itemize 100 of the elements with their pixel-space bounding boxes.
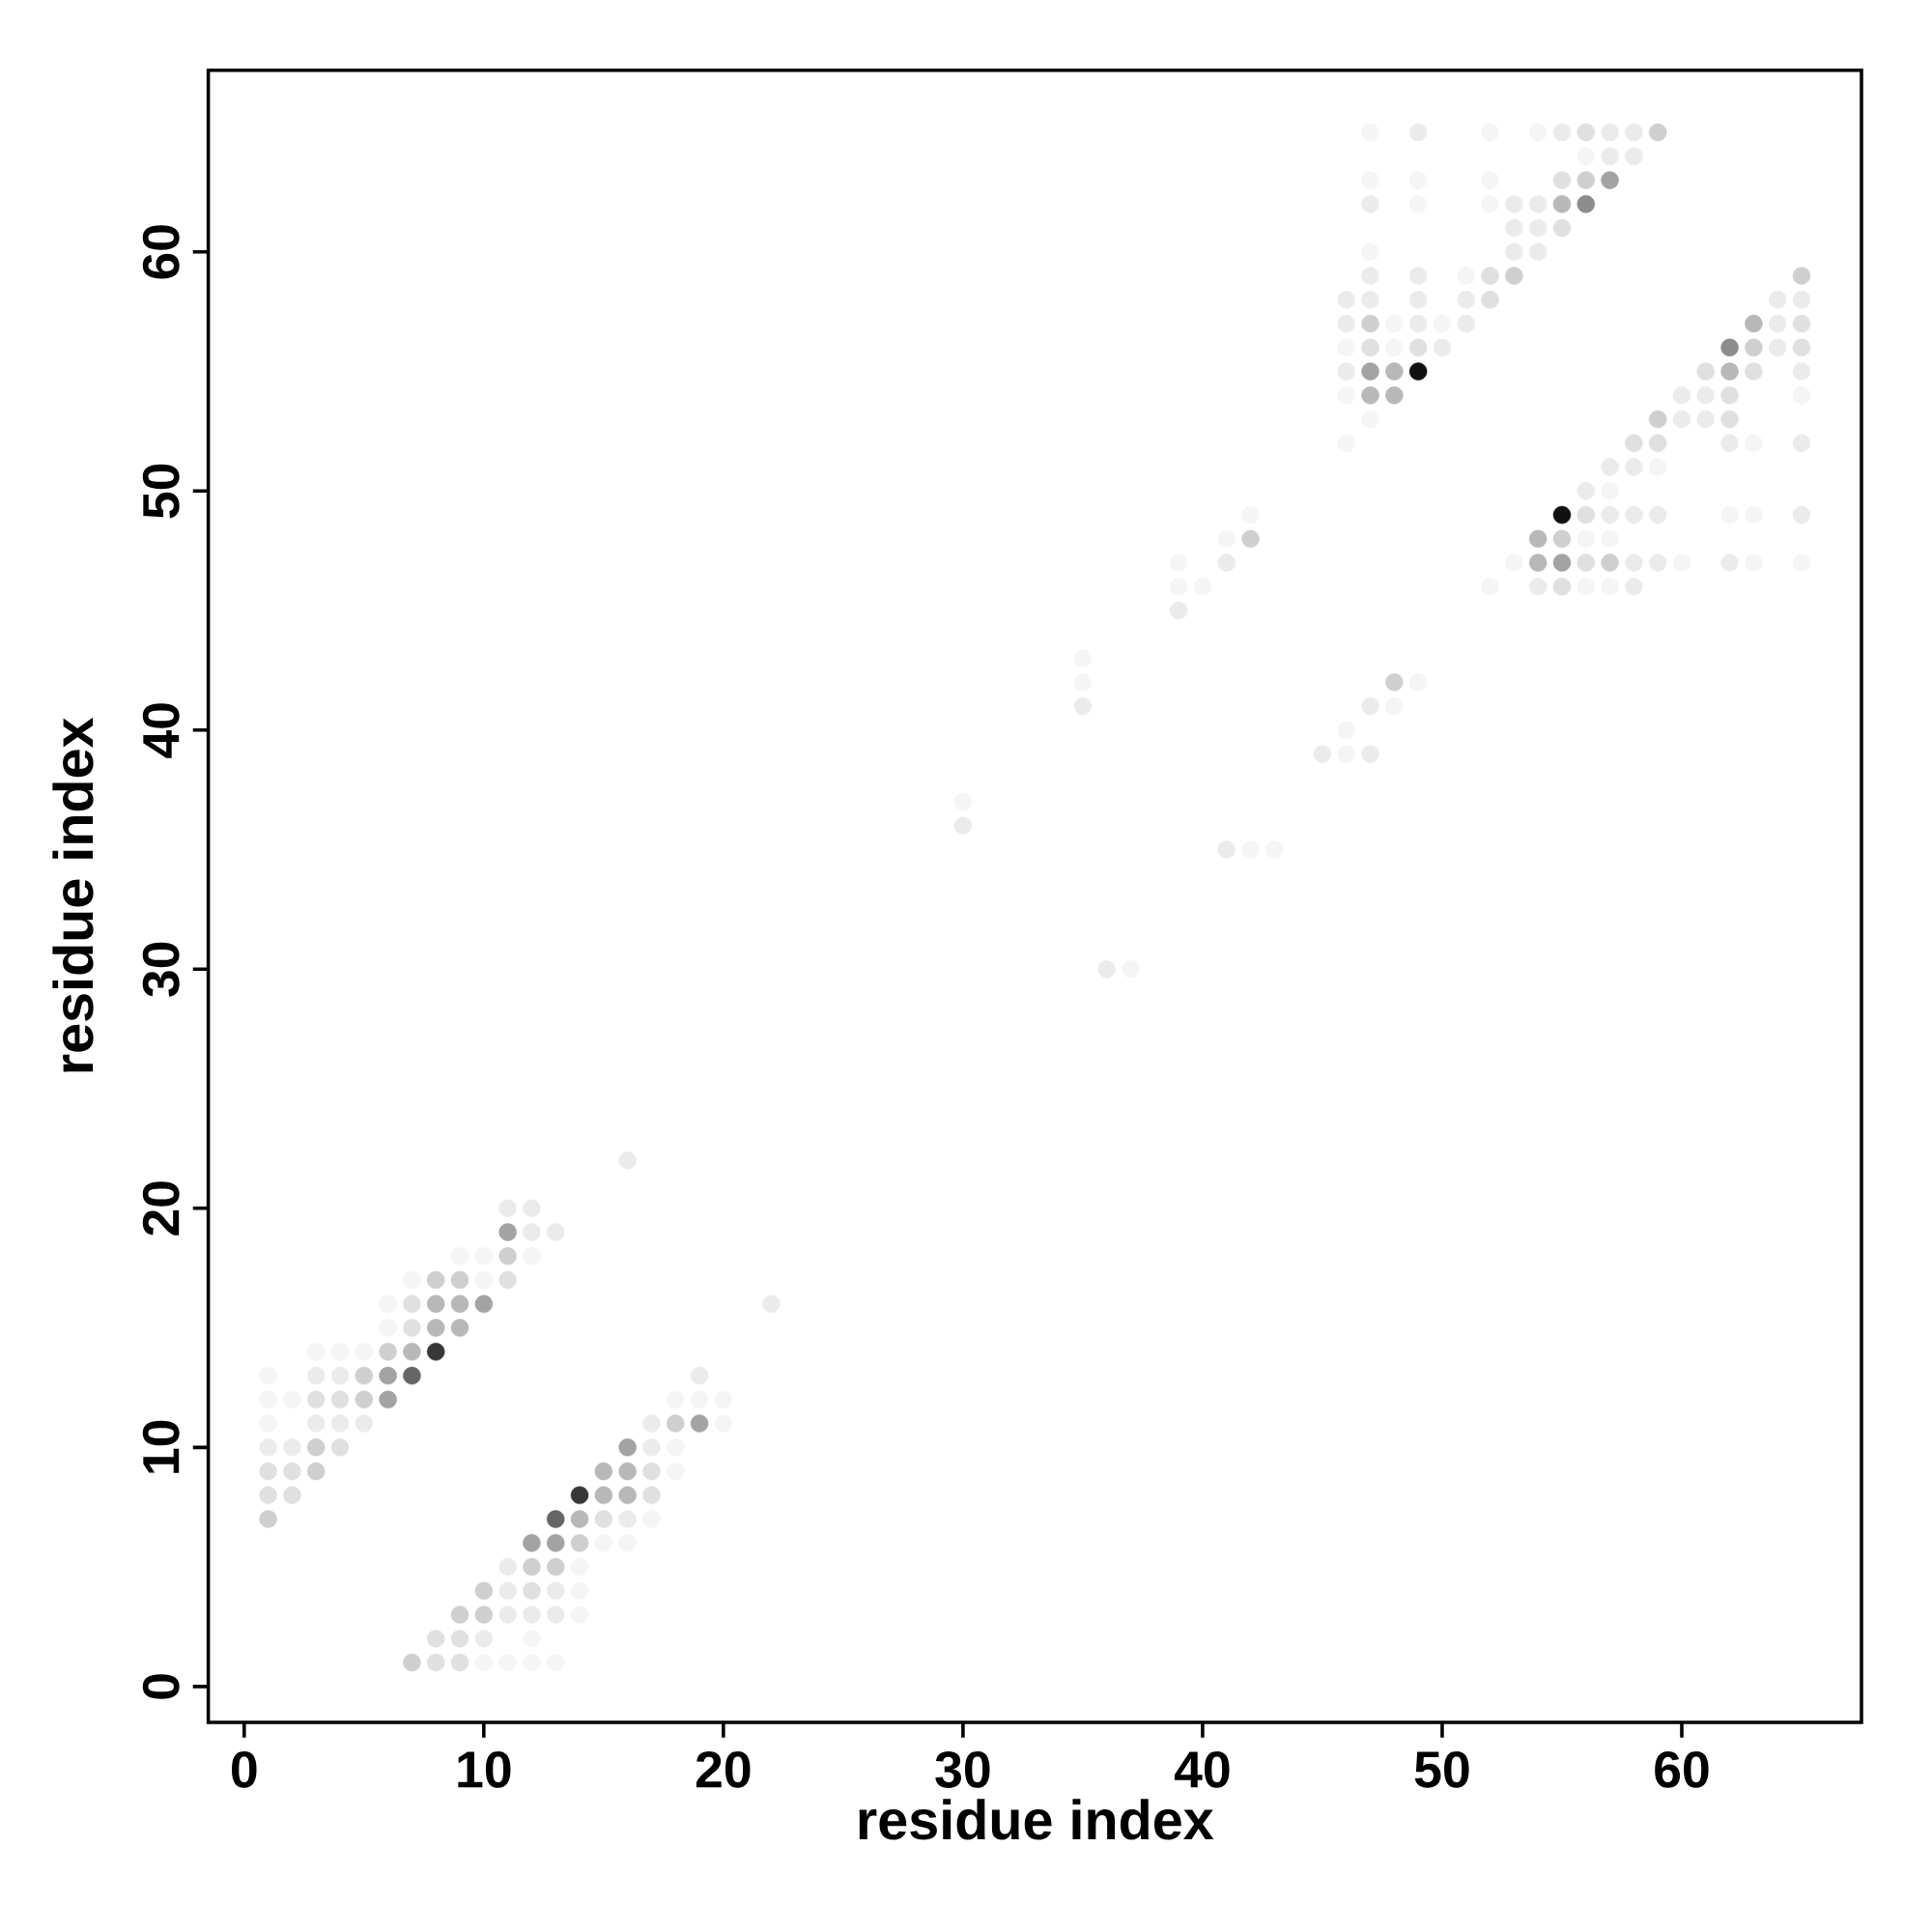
point: [594, 1462, 613, 1481]
point: [355, 1390, 374, 1409]
x-tick-label: 30: [935, 1750, 990, 1788]
point: [547, 1510, 565, 1528]
point: [450, 1605, 469, 1624]
point: [450, 1270, 469, 1290]
point: [283, 1486, 301, 1505]
point: [474, 1605, 494, 1624]
point: [1552, 529, 1572, 549]
point: [498, 1223, 517, 1241]
point: [618, 1462, 637, 1481]
point: [330, 1390, 350, 1409]
point: [379, 1366, 397, 1385]
point: [426, 1343, 445, 1361]
point: [450, 1630, 469, 1648]
point: [403, 1653, 421, 1672]
point: [259, 1462, 277, 1481]
point: [618, 1438, 637, 1457]
point: [1745, 362, 1763, 381]
point: [474, 1581, 494, 1601]
point: [570, 1486, 589, 1505]
point: [1601, 171, 1619, 189]
point: [1552, 578, 1572, 596]
point: [1648, 410, 1667, 429]
point: [618, 1486, 637, 1505]
point: [1408, 338, 1428, 357]
point: [450, 1294, 469, 1314]
point: [403, 1294, 421, 1314]
point: [1481, 291, 1499, 309]
x-tick-label: 40: [1174, 1750, 1230, 1788]
point: [1648, 123, 1667, 142]
point: [1241, 529, 1260, 549]
point: [1792, 314, 1811, 333]
point: [450, 1319, 469, 1337]
x-tick-label: 10: [458, 1750, 511, 1788]
point: [1505, 267, 1523, 285]
point: [1552, 171, 1572, 189]
point: [403, 1319, 421, 1337]
point: [1792, 338, 1811, 357]
point: [379, 1343, 397, 1361]
y-tick-label: 30: [142, 942, 180, 997]
point: [1601, 554, 1619, 572]
point: [1577, 505, 1596, 525]
point: [1552, 554, 1572, 572]
x-tick-label: 0: [232, 1750, 257, 1788]
point: [667, 1414, 685, 1433]
point: [1361, 386, 1379, 405]
x-axis-title: residue index: [859, 1799, 1214, 1840]
point: [1385, 673, 1404, 692]
y-axis-title: residue index: [52, 717, 94, 1072]
point: [1577, 171, 1596, 189]
point: [1385, 386, 1404, 405]
point: [1577, 123, 1596, 142]
y-tick-label: 0: [142, 1674, 180, 1699]
point: [1720, 410, 1739, 429]
point: [1720, 386, 1739, 405]
point: [1528, 554, 1548, 572]
point: [259, 1510, 277, 1528]
y-tick-label: 20: [142, 1181, 180, 1236]
y-tick-label: 60: [142, 225, 180, 279]
point: [1745, 338, 1763, 357]
point: [450, 1653, 469, 1672]
point: [1385, 362, 1404, 381]
point: [426, 1653, 445, 1672]
point: [523, 1581, 541, 1601]
point: [642, 1462, 661, 1481]
y-tick-label: 40: [142, 703, 180, 758]
point: [306, 1462, 326, 1481]
point: [594, 1486, 613, 1505]
point: [379, 1390, 397, 1409]
x-tick-label: 50: [1414, 1750, 1469, 1788]
point: [570, 1510, 589, 1528]
point: [642, 1486, 661, 1505]
point: [498, 1270, 517, 1290]
point: [1481, 267, 1499, 285]
point: [1792, 267, 1811, 285]
point: [426, 1270, 445, 1290]
point: [523, 1534, 541, 1552]
point: [1625, 434, 1643, 453]
point: [1552, 505, 1572, 525]
point: [403, 1343, 421, 1361]
point: [1745, 314, 1763, 333]
point: [306, 1438, 326, 1457]
point: [1552, 218, 1572, 238]
point: [355, 1366, 374, 1385]
point: [1720, 362, 1739, 381]
point: [1528, 529, 1548, 549]
point: [547, 1534, 565, 1552]
point: [690, 1414, 709, 1433]
point: [1408, 362, 1428, 381]
point: [1648, 434, 1667, 453]
point: [426, 1630, 445, 1648]
point: [1361, 362, 1379, 381]
point: [330, 1438, 350, 1457]
point: [426, 1319, 445, 1337]
point: [547, 1557, 565, 1577]
point: [570, 1534, 589, 1552]
point: [1552, 195, 1572, 213]
point: [498, 1247, 517, 1265]
point: [1577, 554, 1596, 572]
